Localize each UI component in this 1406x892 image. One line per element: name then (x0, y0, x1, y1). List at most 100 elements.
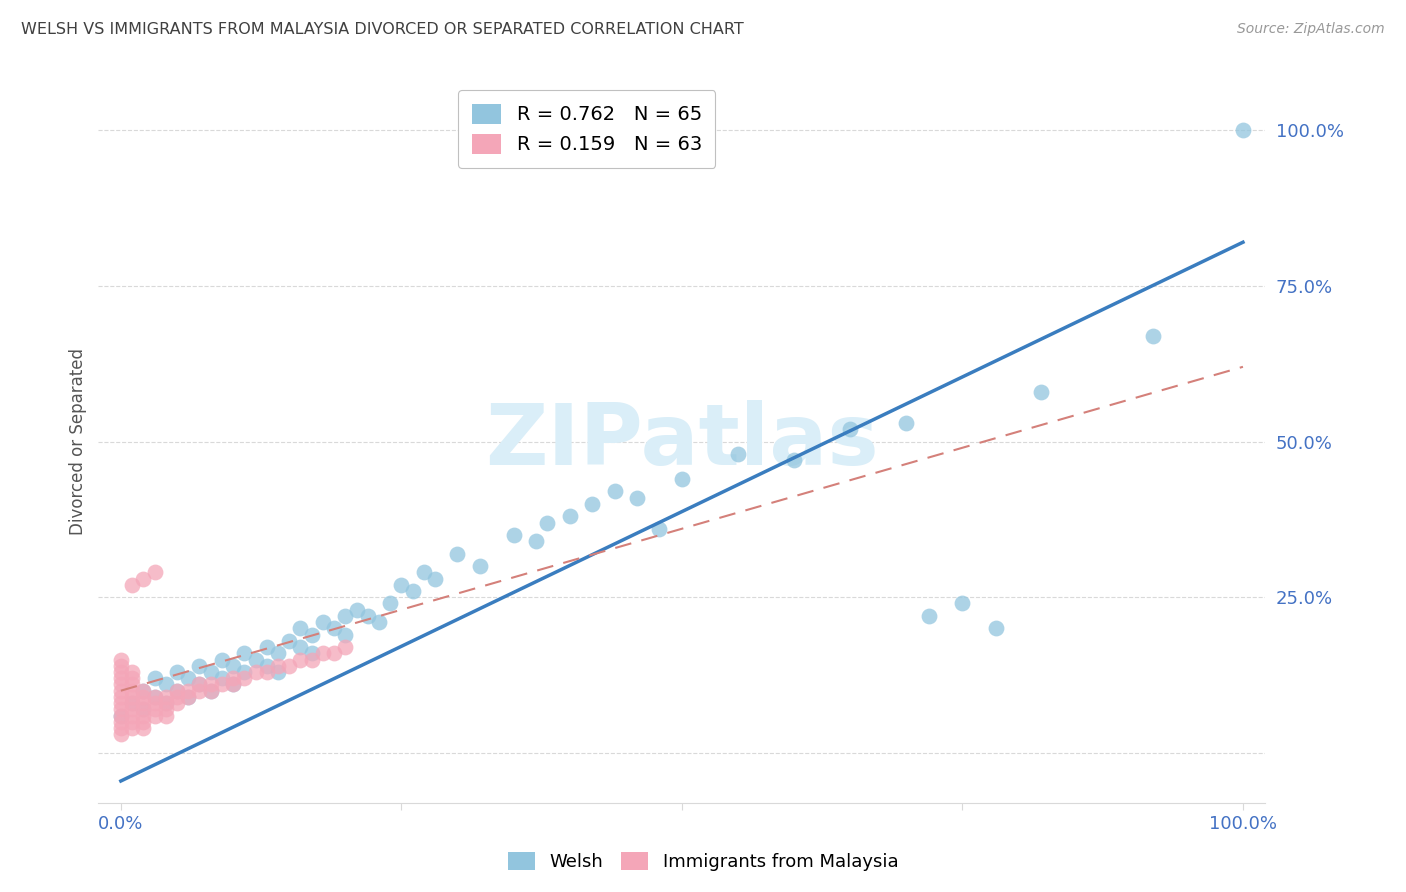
Point (357, 609, 380, 624)
Point (502, 528, 524, 542)
Point (524, 534, 547, 549)
Point (143, 671, 166, 685)
Point (121, 702, 143, 716)
Point (177, 683, 200, 698)
Point (110, 708, 132, 723)
Point (110, 702, 132, 716)
Legend: R = 0.762   N = 65, R = 0.159   N = 63: R = 0.762 N = 65, R = 0.159 N = 63 (458, 90, 716, 168)
Point (323, 621, 346, 635)
Point (132, 683, 155, 698)
Point (188, 683, 211, 698)
Point (278, 658, 301, 673)
Point (110, 683, 132, 698)
Point (222, 677, 245, 691)
Point (110, 696, 132, 710)
Point (110, 665, 132, 679)
Point (200, 665, 222, 679)
Point (166, 683, 188, 698)
Point (346, 603, 368, 617)
Point (132, 690, 155, 704)
Point (121, 714, 143, 729)
Point (110, 658, 132, 673)
Point (648, 522, 671, 536)
Point (155, 696, 177, 710)
Point (626, 491, 648, 505)
Point (671, 472, 693, 486)
Point (727, 447, 749, 461)
Point (188, 677, 211, 691)
Point (335, 609, 357, 624)
Point (110, 727, 132, 741)
Point (222, 671, 245, 685)
Point (368, 615, 391, 630)
Point (110, 677, 132, 691)
Point (984, 621, 1007, 635)
Point (468, 559, 491, 574)
Point (423, 572, 446, 586)
Point (389, 578, 412, 592)
Point (603, 484, 626, 499)
Point (166, 696, 188, 710)
Point (1232, 123, 1254, 137)
Point (110, 721, 132, 735)
Point (378, 597, 402, 611)
Point (177, 690, 200, 704)
Point (267, 658, 290, 673)
Point (121, 721, 143, 735)
Point (143, 690, 166, 704)
Legend: Welsh, Immigrants from Malaysia: Welsh, Immigrants from Malaysia (501, 845, 905, 879)
Point (233, 665, 256, 679)
Point (233, 671, 256, 685)
Point (188, 658, 211, 673)
Point (121, 696, 143, 710)
Point (132, 702, 155, 716)
Point (132, 714, 155, 729)
Point (211, 671, 233, 685)
Point (412, 566, 434, 580)
Point (132, 721, 155, 735)
Point (166, 690, 188, 704)
Point (1142, 328, 1164, 343)
Point (211, 652, 233, 666)
Point (211, 677, 233, 691)
Point (121, 708, 143, 723)
Point (245, 665, 267, 679)
Point (110, 714, 132, 729)
Point (155, 702, 177, 716)
Point (335, 640, 357, 654)
Point (200, 683, 222, 698)
Point (132, 702, 155, 716)
Y-axis label: Divorced or Separated: Divorced or Separated (69, 348, 87, 535)
Point (121, 696, 143, 710)
Text: ZIPatlas: ZIPatlas (485, 400, 879, 483)
Point (245, 652, 267, 666)
Point (177, 671, 200, 685)
Point (155, 677, 177, 691)
Point (918, 609, 941, 624)
Point (335, 627, 357, 641)
Point (155, 708, 177, 723)
Point (110, 652, 132, 666)
Point (581, 497, 603, 511)
Point (290, 652, 312, 666)
Point (896, 416, 918, 430)
Point (121, 578, 143, 592)
Point (233, 646, 256, 660)
Point (222, 677, 245, 691)
Point (132, 708, 155, 723)
Point (121, 683, 143, 698)
Point (121, 665, 143, 679)
Point (312, 646, 335, 660)
Point (132, 683, 155, 698)
Point (401, 584, 423, 599)
Point (188, 677, 211, 691)
Point (301, 652, 323, 666)
Point (256, 658, 278, 673)
Point (301, 627, 323, 641)
Point (256, 640, 278, 654)
Point (1029, 384, 1052, 399)
Point (132, 572, 155, 586)
Point (143, 696, 166, 710)
Point (132, 696, 155, 710)
Point (200, 683, 222, 698)
